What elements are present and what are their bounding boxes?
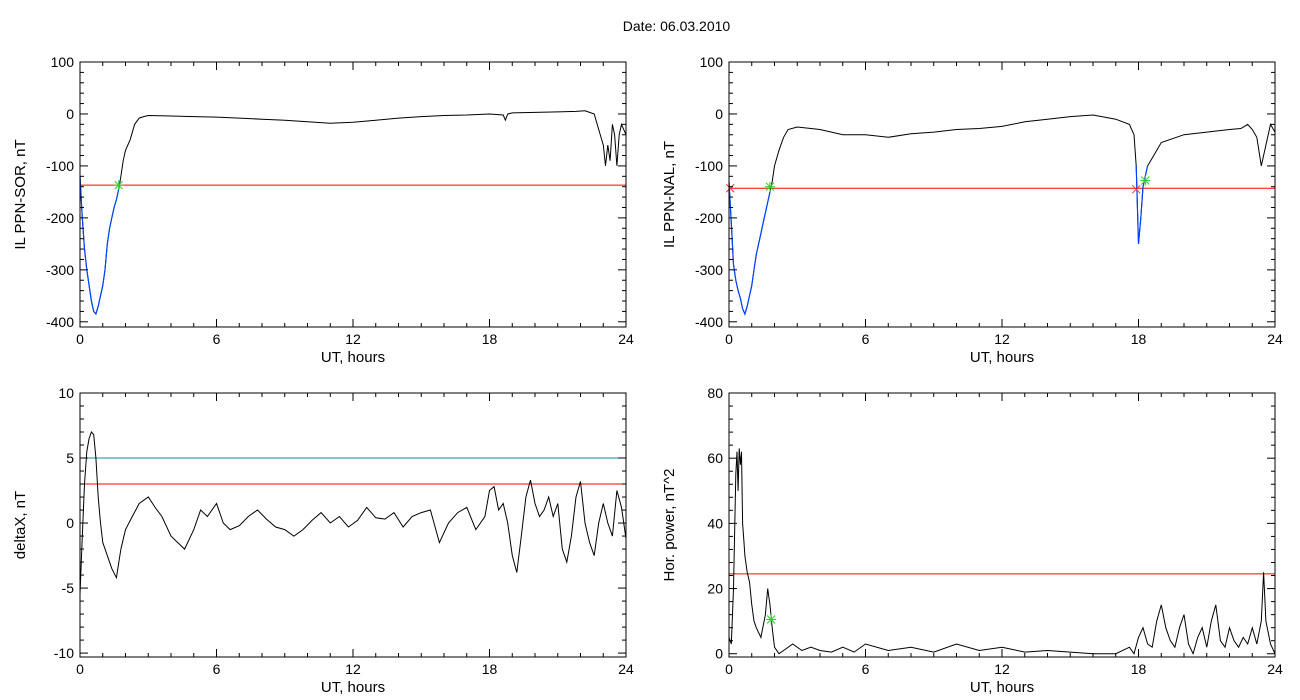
highlight-trace (1135, 165, 1149, 244)
y-tick-label: 0 (715, 646, 723, 662)
y-tick-label: 40 (707, 515, 723, 531)
data-trace (79, 110, 627, 316)
x-axis-label: UT, hours (321, 349, 385, 366)
y-tick-label: 0 (66, 515, 74, 531)
x-tick-label: 0 (725, 661, 733, 677)
x-axis-label: UT, hours (970, 349, 1034, 366)
star-marker (766, 614, 777, 625)
x-tick-label: 0 (725, 331, 733, 347)
y-tick-label: 0 (66, 106, 74, 122)
star-marker (764, 181, 775, 192)
y-tick-label: -100 (695, 158, 723, 174)
panel-4: 0 6 12 18 24 0 20 40 60 80 UT, hours Hor. power, nT… (661, 385, 1283, 696)
y-tick-label: -300 (46, 262, 74, 278)
y-tick-label: 100 (51, 54, 75, 70)
x-tick-label: 12 (994, 661, 1010, 677)
y-axis-label: IL PPN-SOR, nT (12, 139, 29, 249)
figure-title: Date: 06.03.2010 (622, 18, 731, 34)
x-tick-label: 0 (76, 661, 84, 677)
y-tick-label: -5 (62, 580, 75, 596)
plot-frame (79, 392, 627, 658)
y-tick-label: 100 (700, 54, 724, 70)
y-tick-label: -400 (46, 314, 74, 330)
highlight-trace (79, 176, 120, 316)
panel-1: 0 6 12 18 24 -400 -300 -200 -100 0 100 UT, hours IL … (12, 54, 634, 366)
y-tick-label: -100 (46, 158, 74, 174)
marker-stroke (1131, 184, 1141, 194)
y-tick-label: 20 (707, 581, 723, 597)
cross-marker (1131, 184, 1141, 194)
y-axis-label: IL PPN-NAL, nT (661, 141, 678, 248)
y-axis-label: deltaX, nT (12, 491, 29, 559)
y-tick-label: 0 (715, 106, 723, 122)
y-tick-label: -200 (695, 210, 723, 226)
data-trace (728, 448, 1276, 656)
x-tick-label: 18 (1131, 661, 1147, 677)
highlight-trace (728, 181, 771, 316)
plot-frame (728, 61, 1276, 328)
y-tick-label: 80 (707, 385, 723, 401)
x-tick-label: 12 (994, 331, 1010, 347)
y-axis-label: Hor. power, nT^2 (661, 469, 678, 582)
data-trace (728, 114, 1276, 316)
x-tick-label: 6 (213, 331, 221, 347)
x-tick-label: 12 (345, 331, 361, 347)
y-tick-label: -200 (46, 210, 74, 226)
panel-3: 0 6 12 18 24 -10 -5 0 5 10 UT, hours deltaX, nT (12, 385, 634, 696)
x-tick-label: 6 (213, 661, 221, 677)
plot-frame (728, 392, 1276, 658)
plot-frame (79, 61, 627, 328)
x-tick-label: 18 (1131, 331, 1147, 347)
x-tick-label: 6 (862, 331, 870, 347)
y-tick-label: -300 (695, 262, 723, 278)
x-tick-label: 6 (862, 661, 870, 677)
y-tick-label: -10 (54, 645, 74, 661)
x-tick-label: 24 (618, 661, 634, 677)
panel-2: 0 6 12 18 24 -400 -300 -200 -100 0 100 UT, hours IL … (661, 54, 1283, 366)
x-tick-label: 12 (345, 661, 361, 677)
y-tick-label: 10 (58, 385, 74, 401)
x-tick-label: 18 (482, 661, 498, 677)
cross-marker (725, 183, 735, 193)
star-marker (113, 180, 124, 191)
x-tick-label: 18 (482, 331, 498, 347)
marker-stroke (725, 183, 735, 193)
data-trace (79, 431, 627, 595)
y-tick-label: 60 (707, 450, 723, 466)
x-tick-label: 24 (618, 331, 634, 347)
x-tick-label: 24 (1267, 661, 1283, 677)
x-tick-label: 24 (1267, 331, 1283, 347)
y-tick-label: -400 (695, 314, 723, 330)
x-axis-label: UT, hours (321, 679, 385, 696)
x-tick-label: 0 (76, 331, 84, 347)
x-axis-label: UT, hours (970, 679, 1034, 696)
y-tick-label: 5 (66, 450, 74, 466)
star-marker (1140, 175, 1151, 186)
